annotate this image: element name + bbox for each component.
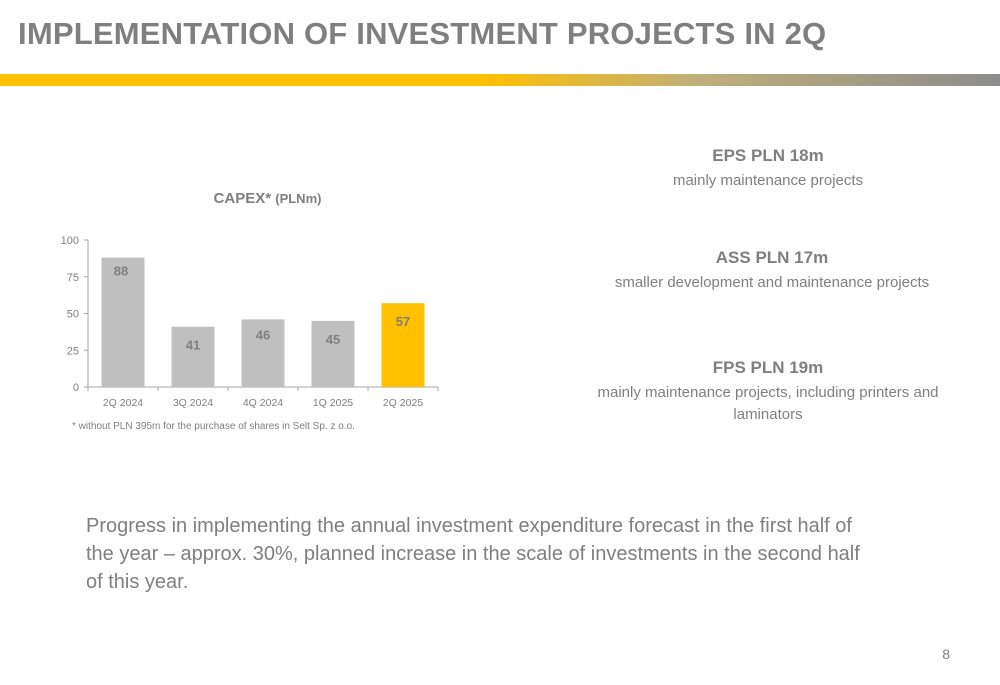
chart-footnote: * without PLN 395m for the purchase of s…: [72, 421, 355, 432]
capex-bar-chart: 0 25 50 75 100 88 2Q 2024 41 3Q 2024 46 4Q 2024 45 1…: [61, 235, 439, 409]
y-tick-label: 50: [67, 309, 79, 321]
segment-eps-head: EPS PLN 18m: [712, 146, 824, 165]
y-tick-label: 100: [61, 235, 79, 247]
x-tick-label: 1Q 2025: [313, 397, 353, 409]
segment-fps-desc: mainly maintenance projects, including p…: [597, 384, 939, 423]
segment-ass-desc: smaller development and maintenance proj…: [614, 274, 930, 291]
bar-data-label: 41: [186, 338, 200, 353]
segment-eps: EPS PLN 18m mainly maintenance projects: [568, 146, 968, 192]
bar-data-label: 88: [114, 264, 128, 279]
segment-fps-head: FPS PLN 19m: [712, 358, 824, 377]
y-tick-label: 25: [67, 345, 79, 357]
bar: [311, 320, 355, 387]
x-tick-label: 2Q 2025: [383, 397, 423, 409]
y-tick-label: 0: [73, 382, 79, 394]
bar: [171, 326, 215, 387]
page-title: IMPLEMENTATION OF INVESTMENT PROJECTS IN…: [18, 16, 827, 51]
segment-ass: ASS PLN 17m smaller development and main…: [572, 248, 972, 294]
segment-eps-desc: mainly maintenance projects: [672, 172, 864, 189]
x-tick-label: 4Q 2024: [243, 397, 283, 409]
y-tick-label: 75: [67, 272, 79, 284]
segment-ass-head: ASS PLN 17m: [715, 248, 829, 267]
chart-title-unit: (PLNm): [275, 191, 322, 206]
x-tick-label: 2Q 2024: [103, 397, 143, 409]
chart-title-text: CAPEX*: [213, 190, 272, 207]
summary-text: Progress in implementing the annual inve…: [86, 515, 860, 593]
chart-title: CAPEX* (PLNm): [0, 190, 535, 207]
bar: [241, 319, 285, 387]
bar-data-label: 46: [256, 327, 270, 342]
header-accent-band: [0, 74, 1000, 86]
bar-data-label: 57: [396, 314, 410, 329]
bar-data-label: 45: [326, 332, 340, 347]
bar: [101, 257, 145, 387]
x-tick-label: 3Q 2024: [173, 397, 213, 409]
segment-fps: FPS PLN 19m mainly maintenance projects,…: [568, 358, 968, 426]
page-number: 8: [942, 646, 950, 662]
bar: [381, 303, 425, 387]
